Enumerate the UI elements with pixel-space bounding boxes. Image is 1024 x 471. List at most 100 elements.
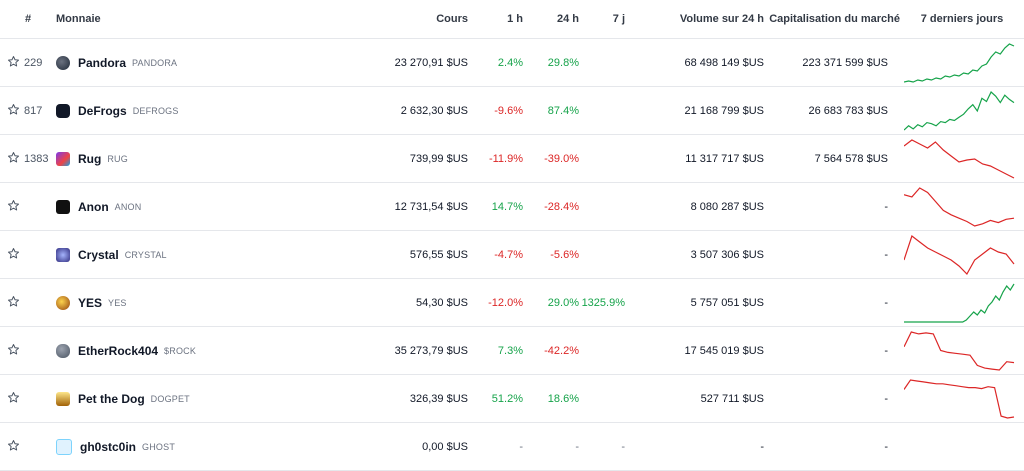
coin-cell[interactable]: Crystal CRYSTAL: [56, 230, 316, 279]
sparkline-line: [904, 330, 1015, 371]
coin-symbol: ANON: [114, 201, 142, 212]
coin-cell[interactable]: Pet the Dog DOGPET: [56, 374, 316, 423]
volume-cell: 8 080 287 $US: [637, 182, 764, 231]
star-icon[interactable]: [7, 151, 20, 167]
coin-column-header[interactable]: Monnaie: [56, 0, 316, 39]
coin-name[interactable]: Anon: [78, 199, 109, 214]
rank-column-header[interactable]: #: [0, 0, 56, 39]
sparkline-chart: [904, 138, 1015, 179]
sparkline-cell: [900, 134, 1024, 183]
anon-logo-icon: [56, 199, 70, 214]
yes-logo-icon: [56, 295, 70, 310]
sparkline-cell: [900, 86, 1024, 135]
sparkline-cell: [900, 182, 1024, 231]
change-24h-cell: 29.0%: [523, 278, 579, 327]
sparkline-cell: [900, 38, 1024, 87]
market-cap-column-header[interactable]: Capitalisation du marché: [764, 0, 900, 39]
market-cap-cell: -: [764, 278, 900, 327]
table-row[interactable]: EtherRock404 $ROCK 35 273,79 $US 7.3% -42.2%…: [0, 326, 1024, 375]
rank-cell: [0, 278, 56, 327]
star-icon[interactable]: [7, 343, 20, 359]
star-icon[interactable]: [7, 103, 20, 119]
sparkline-chart: [904, 42, 1015, 83]
price-cell: 0,00 $US: [316, 422, 468, 471]
table-row[interactable]: 817 DeFrogs DEFROGS 2 632,30 $US -9.6% 87.4% 2…: [0, 86, 1024, 135]
change-7d-cell: -: [579, 422, 637, 471]
star-icon[interactable]: [7, 199, 20, 215]
price-cell: 2 632,30 $US: [316, 86, 468, 135]
coin-cell[interactable]: EtherRock404 $ROCK: [56, 326, 316, 375]
star-icon[interactable]: [7, 295, 20, 311]
price-cell: 54,30 $US: [316, 278, 468, 327]
change-7d-cell: [579, 230, 637, 279]
coin-symbol: RUG: [107, 153, 128, 164]
change-24h-cell: -5.6%: [523, 230, 579, 279]
table-row[interactable]: 229 Pandora PANDORA 23 270,91 $US 2.4% 29.8% 6…: [0, 38, 1024, 87]
change-1h-cell: 14.7%: [468, 182, 523, 231]
sparkline-line: [904, 186, 1015, 227]
volume-cell: 527 711 $US: [637, 374, 764, 423]
price-column-header[interactable]: Cours: [316, 0, 468, 39]
star-icon[interactable]: [7, 439, 20, 455]
coin-cell[interactable]: Rug RUG: [56, 134, 316, 183]
sparkline-line: [904, 283, 1015, 323]
etherrock-logo-icon: [56, 343, 70, 358]
change-7d-cell: [579, 374, 637, 423]
sparkline-cell: [900, 230, 1024, 279]
coin-name[interactable]: EtherRock404: [78, 343, 159, 358]
coin-name[interactable]: Rug: [78, 151, 102, 166]
crystal-logo-icon: [56, 247, 70, 262]
coin-cell[interactable]: Pandora PANDORA: [56, 38, 316, 87]
market-cap-cell: -: [764, 374, 900, 423]
gh0stc0in-logo-icon: [56, 438, 72, 455]
rank-cell: [0, 422, 56, 471]
coin-name[interactable]: Crystal: [78, 247, 119, 262]
change-24h-cell: 18.6%: [523, 374, 579, 423]
table-row[interactable]: 1383 Rug RUG 739,99 $US -11.9% -39.0% 11 317 7…: [0, 134, 1024, 183]
star-icon[interactable]: [7, 55, 20, 71]
table-row[interactable]: YES YES 54,30 $US -12.0% 29.0% 1325.9% 5 757 0…: [0, 278, 1024, 327]
pet-the-dog-logo-icon: [56, 391, 70, 406]
sparkline-chart: [904, 186, 1015, 227]
change-1h-cell: 51.2%: [468, 374, 523, 423]
star-icon[interactable]: [7, 247, 20, 263]
volume-cell: -: [637, 422, 764, 471]
sparkline-chart: [904, 234, 1015, 275]
coin-name[interactable]: Pet the Dog: [78, 391, 145, 406]
change-1h-column-header[interactable]: 1 h: [468, 0, 523, 39]
market-cap-cell: 26 683 783 $US: [764, 86, 900, 135]
change-1h-cell: 7.3%: [468, 326, 523, 375]
coin-name[interactable]: Pandora: [78, 55, 127, 70]
table-row[interactable]: Crystal CRYSTAL 576,55 $US -4.7% -5.6% 3 507 …: [0, 230, 1024, 279]
coin-cell[interactable]: DeFrogs DEFROGS: [56, 86, 316, 135]
table-row[interactable]: gh0stc0in GHOST 0,00 $US - - - - -: [0, 422, 1024, 471]
price-cell: 12 731,54 $US: [316, 182, 468, 231]
coin-cell[interactable]: YES YES: [56, 278, 316, 327]
rank-cell: [0, 182, 56, 231]
rank-cell: [0, 374, 56, 423]
coin-name[interactable]: YES: [78, 295, 103, 310]
price-cell: 326,39 $US: [316, 374, 468, 423]
market-cap-cell: -: [764, 182, 900, 231]
change-7d-cell: [579, 86, 637, 135]
volume-cell: 17 545 019 $US: [637, 326, 764, 375]
coin-name[interactable]: gh0stc0in: [80, 439, 137, 454]
coin-symbol: CRYSTAL: [124, 249, 167, 260]
coin-symbol: YES: [108, 297, 127, 308]
change-24h-cell: -39.0%: [523, 134, 579, 183]
coin-symbol: DEFROGS: [132, 105, 179, 116]
table-row[interactable]: Pet the Dog DOGPET 326,39 $US 51.2% 18.6% 527…: [0, 374, 1024, 423]
sparkline-line: [904, 378, 1015, 419]
coin-cell[interactable]: gh0stc0in GHOST: [56, 422, 316, 471]
market-cap-cell: 7 564 578 $US: [764, 134, 900, 183]
coin-symbol: PANDORA: [132, 57, 178, 68]
coin-name[interactable]: DeFrogs: [78, 103, 127, 118]
rank-cell: [0, 326, 56, 375]
change-24h-column-header[interactable]: 24 h: [523, 0, 579, 39]
sparkline-line: [904, 234, 1015, 275]
star-icon[interactable]: [7, 391, 20, 407]
volume-column-header[interactable]: Volume sur 24 h: [637, 0, 764, 39]
coin-cell[interactable]: Anon ANON: [56, 182, 316, 231]
change-7d-column-header[interactable]: 7 j: [579, 0, 637, 39]
table-row[interactable]: Anon ANON 12 731,54 $US 14.7% -28.4% 8 080 28…: [0, 182, 1024, 231]
